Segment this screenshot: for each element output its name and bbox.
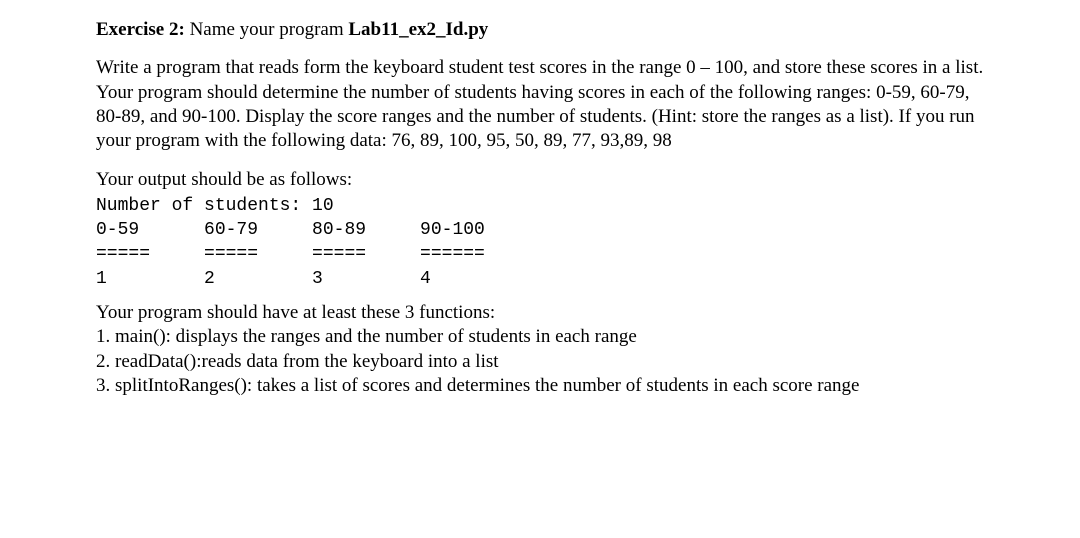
- exercise-description: Write a program that reads form the keyb…: [96, 56, 990, 153]
- expected-output-block: Number of students: 10 0-59 60-79 80-89 …: [96, 194, 990, 291]
- output-line-1: Number of students: 10: [96, 196, 334, 216]
- functions-section: Your program should have at least these …: [96, 301, 990, 398]
- exercise-title-line: Exercise 2: Name your program Lab11_ex2_…: [96, 18, 990, 42]
- exercise-program-name: Lab11_ex2_Id.py: [348, 19, 488, 40]
- function-item-2: 2. readData():reads data from the keyboa…: [96, 350, 990, 374]
- output-line-4: 1 2 3 4: [96, 269, 431, 289]
- output-intro: Your output should be as follows:: [96, 168, 990, 192]
- functions-intro: Your program should have at least these …: [96, 301, 990, 325]
- output-line-3: ===== ===== ===== ======: [96, 244, 485, 264]
- function-item-1: 1. main(): displays the ranges and the n…: [96, 325, 990, 349]
- output-line-2: 0-59 60-79 80-89 90-100: [96, 220, 485, 240]
- exercise-name-intro: Name your program: [185, 19, 349, 40]
- exercise-document: Exercise 2: Name your program Lab11_ex2_…: [0, 0, 1080, 416]
- function-item-3: 3. splitIntoRanges(): takes a list of sc…: [96, 374, 990, 398]
- exercise-label: Exercise 2:: [96, 19, 185, 40]
